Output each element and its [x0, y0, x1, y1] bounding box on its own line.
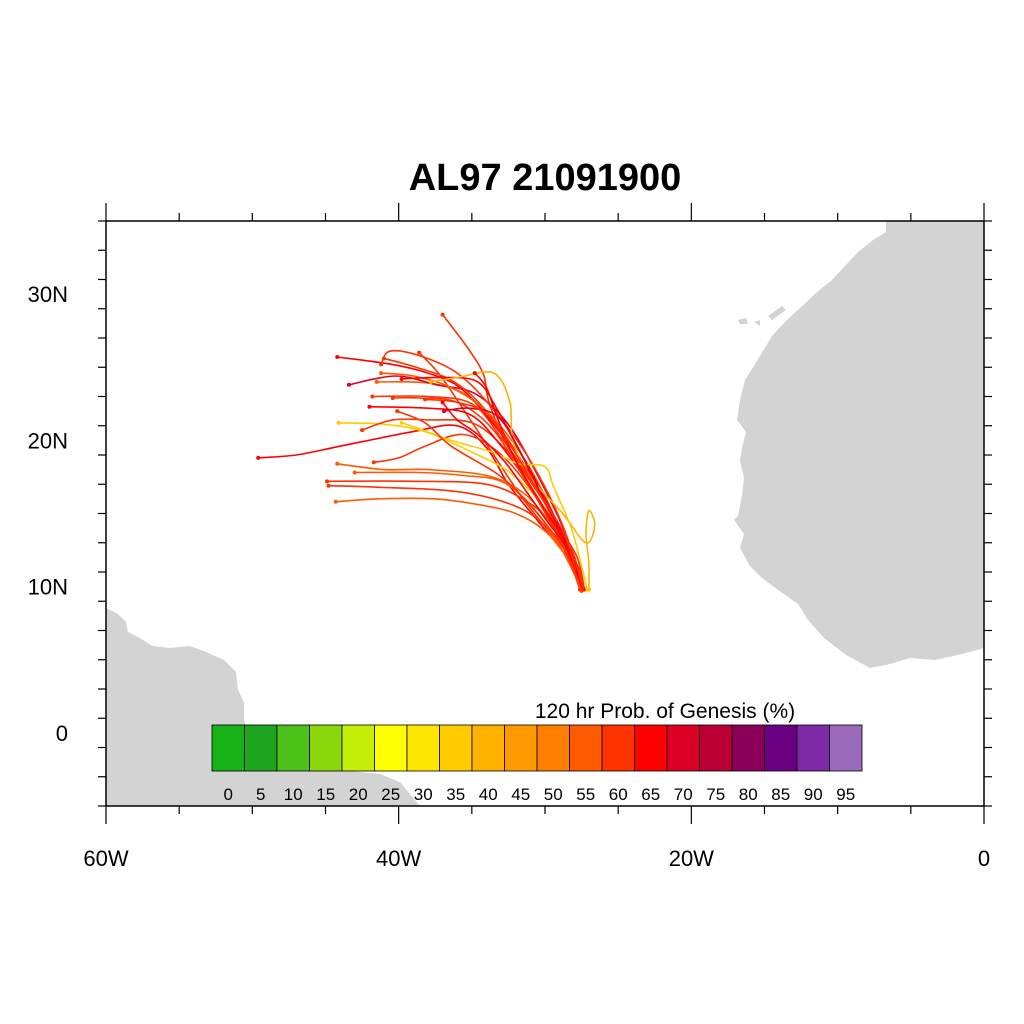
colorbar-label: 20: [349, 785, 368, 804]
colorbar-swatch-0: [211, 724, 245, 772]
track-end-13: [346, 382, 351, 387]
track-20: [430, 371, 596, 590]
colorbar-label: 0: [224, 785, 233, 804]
track-end-25: [352, 470, 357, 475]
colorbar-label: 60: [609, 785, 628, 804]
colorbar-swatch-3: [309, 724, 343, 772]
colorbar-swatch-10: [536, 724, 570, 772]
colorbar-swatch-5: [374, 724, 408, 772]
colorbar-swatch-9: [504, 724, 538, 772]
track-end-2: [256, 455, 261, 460]
colorbar-label: 10: [284, 785, 303, 804]
colorbar-swatch-1: [244, 724, 278, 772]
track-start-21: [585, 587, 590, 592]
track-end-0: [417, 350, 422, 355]
colorbar-label: 45: [511, 785, 530, 804]
track-end-7: [336, 420, 341, 425]
track-end-4: [326, 483, 331, 488]
track-end-27: [395, 409, 400, 414]
track-end-23: [442, 409, 447, 414]
track-end-16: [379, 362, 384, 367]
track-end-17: [379, 371, 384, 376]
y-tick-label: 20N: [28, 428, 68, 453]
colorbar-swatch-7: [439, 724, 473, 772]
colorbar-label: 5: [256, 785, 265, 804]
colorbar-label: 40: [479, 785, 498, 804]
colorbar: 120 hr Prob. of Genesis (%) 0 5 10 15 20 25 30…: [211, 700, 863, 804]
colorbar-label: 25: [381, 785, 400, 804]
colorbar-label: 75: [706, 785, 725, 804]
colorbar-label: 35: [446, 785, 465, 804]
colorbar-swatch-13: [634, 724, 668, 772]
track-end-1: [440, 312, 445, 317]
track-end-18: [399, 376, 404, 381]
y-tick-label: 10N: [28, 575, 68, 600]
track-end-19: [390, 395, 395, 400]
track-end-24: [423, 397, 428, 402]
track-27: [396, 410, 583, 590]
x-tick-label: 60W: [83, 846, 128, 871]
map-plot-area: [106, 221, 984, 806]
track-end-14: [335, 355, 340, 360]
colorbar-label: 80: [739, 785, 758, 804]
colorbar-swatch-17: [764, 724, 798, 772]
track-start-27: [579, 587, 584, 592]
track-end-3: [333, 499, 338, 504]
track-end-9: [360, 428, 365, 433]
track-16: [380, 349, 584, 589]
x-tick-label: 0: [978, 846, 990, 871]
colorbar-swatch-12: [601, 724, 635, 772]
track-21: [401, 422, 589, 590]
colorbar-label: 95: [836, 785, 855, 804]
track-end-20: [428, 379, 433, 384]
y-tick-label: 0: [56, 721, 68, 746]
colorbar-label: 85: [771, 785, 790, 804]
track-25: [354, 471, 583, 590]
land-africa: [734, 221, 984, 668]
track-end-26: [440, 400, 445, 405]
map-axes: 60W 40W 20W 0 0 10N 20N 30N: [28, 203, 992, 871]
track-end-22: [472, 371, 477, 376]
track-24: [424, 398, 581, 590]
colorbar-label: 55: [576, 785, 595, 804]
track-26: [441, 401, 584, 590]
map-title: AL97 21091900: [409, 157, 682, 199]
colorbar-swatch-11: [569, 724, 603, 772]
storm-track-ensemble: [256, 312, 596, 594]
colorbar-label: 30: [414, 785, 433, 804]
track-end-5: [324, 479, 329, 484]
colorbar-label: 15: [316, 785, 335, 804]
colorbar-swatch-14: [666, 724, 700, 772]
colorbar-swatch-6: [406, 724, 440, 772]
track-end-8: [371, 460, 376, 465]
track-end-11: [370, 394, 375, 399]
x-tick-label: 20W: [669, 846, 714, 871]
track-end-10: [367, 404, 372, 409]
colorbar-swatch-19: [829, 724, 863, 772]
colorbar-label: 90: [804, 785, 823, 804]
x-tick-label: 40W: [376, 846, 421, 871]
colorbar-swatch-18: [796, 724, 830, 772]
track-end-21: [399, 420, 404, 425]
land-south-america: [106, 608, 420, 806]
colorbar-swatch-16: [731, 724, 765, 772]
track-end-6: [335, 461, 340, 466]
colorbar-swatch-15: [699, 724, 733, 772]
colorbar-swatch-8: [471, 724, 505, 772]
y-tick-label: 30N: [28, 282, 68, 307]
colorbar-swatch-4: [341, 724, 375, 772]
colorbar-swatch-2: [276, 724, 310, 772]
track-22: [474, 372, 583, 590]
track-end-12: [374, 379, 379, 384]
track-14: [337, 356, 583, 590]
colorbar-label: 70: [674, 785, 693, 804]
colorbar-title: 120 hr Prob. of Genesis (%): [535, 700, 795, 723]
colorbar-label: 50: [544, 785, 563, 804]
colorbar-label: 65: [641, 785, 660, 804]
land-canary-islands: [738, 306, 786, 326]
